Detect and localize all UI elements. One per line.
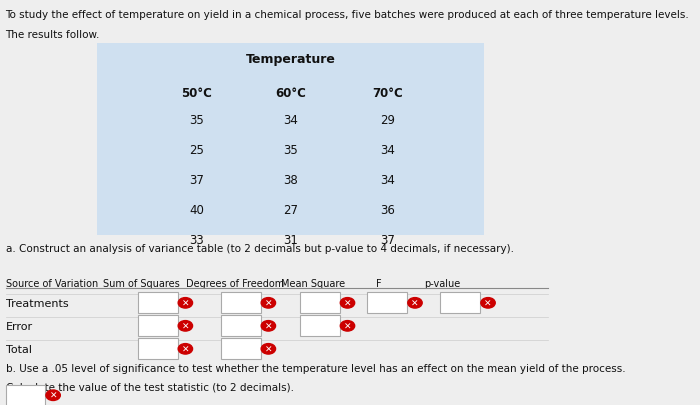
FancyBboxPatch shape bbox=[440, 293, 480, 313]
Text: 36: 36 bbox=[380, 203, 395, 216]
Text: b. Use a .05 level of significance to test whether the temperature level has an : b. Use a .05 level of significance to te… bbox=[6, 363, 625, 373]
Text: Source of Variation: Source of Variation bbox=[6, 279, 98, 288]
Text: ✕: ✕ bbox=[411, 298, 419, 307]
Circle shape bbox=[178, 344, 192, 354]
FancyBboxPatch shape bbox=[220, 339, 260, 359]
Text: Mean Square: Mean Square bbox=[281, 279, 344, 288]
Text: p-value: p-value bbox=[424, 279, 461, 288]
Text: F: F bbox=[376, 279, 382, 288]
Text: ✕: ✕ bbox=[344, 298, 351, 307]
FancyBboxPatch shape bbox=[6, 385, 46, 405]
FancyBboxPatch shape bbox=[138, 315, 178, 337]
Text: a. Construct an analysis of variance table (to 2 decimals but p-value to 4 decim: a. Construct an analysis of variance tab… bbox=[6, 243, 514, 254]
Circle shape bbox=[340, 298, 355, 308]
Text: 38: 38 bbox=[283, 173, 298, 186]
Circle shape bbox=[46, 390, 60, 401]
Circle shape bbox=[481, 298, 495, 308]
FancyBboxPatch shape bbox=[220, 315, 260, 337]
Text: To study the effect of temperature on yield in a chemical process, five batches : To study the effect of temperature on yi… bbox=[6, 10, 690, 20]
Circle shape bbox=[261, 321, 276, 331]
Circle shape bbox=[261, 344, 276, 354]
Text: ✕: ✕ bbox=[265, 322, 272, 330]
FancyBboxPatch shape bbox=[300, 293, 339, 313]
Text: Sum of Squares: Sum of Squares bbox=[103, 279, 179, 288]
Text: ✕: ✕ bbox=[50, 391, 57, 400]
Circle shape bbox=[408, 298, 422, 308]
Text: ✕: ✕ bbox=[181, 298, 189, 307]
FancyBboxPatch shape bbox=[368, 293, 407, 313]
Text: Degrees of Freedom: Degrees of Freedom bbox=[186, 279, 284, 288]
Circle shape bbox=[178, 298, 192, 308]
Text: 34: 34 bbox=[380, 173, 395, 186]
Text: Error: Error bbox=[6, 321, 33, 331]
Text: 70°C: 70°C bbox=[372, 87, 402, 100]
Text: 60°C: 60°C bbox=[275, 87, 306, 100]
Text: Total: Total bbox=[6, 344, 32, 354]
Text: 31: 31 bbox=[283, 233, 298, 246]
Text: 34: 34 bbox=[283, 114, 298, 127]
Text: The results follow.: The results follow. bbox=[6, 30, 100, 40]
Circle shape bbox=[178, 321, 192, 331]
Text: Temperature: Temperature bbox=[246, 53, 335, 66]
FancyBboxPatch shape bbox=[97, 44, 484, 235]
FancyBboxPatch shape bbox=[220, 293, 260, 313]
Text: Treatments: Treatments bbox=[6, 298, 68, 308]
FancyBboxPatch shape bbox=[138, 339, 178, 359]
Text: 37: 37 bbox=[189, 173, 204, 186]
Circle shape bbox=[340, 321, 355, 331]
FancyBboxPatch shape bbox=[300, 315, 339, 337]
FancyBboxPatch shape bbox=[138, 293, 178, 313]
Text: 35: 35 bbox=[283, 144, 298, 157]
Text: ✕: ✕ bbox=[484, 298, 492, 307]
Text: ✕: ✕ bbox=[181, 345, 189, 354]
Text: 35: 35 bbox=[189, 114, 204, 127]
Text: 27: 27 bbox=[283, 203, 298, 216]
Text: 37: 37 bbox=[380, 233, 395, 246]
Text: ✕: ✕ bbox=[181, 322, 189, 330]
Text: ✕: ✕ bbox=[265, 345, 272, 354]
Text: ✕: ✕ bbox=[344, 322, 351, 330]
Text: 33: 33 bbox=[189, 233, 204, 246]
Text: 29: 29 bbox=[380, 114, 395, 127]
Text: 25: 25 bbox=[189, 144, 204, 157]
Text: 50°C: 50°C bbox=[181, 87, 212, 100]
Text: Calculate the value of the test statistic (to 2 decimals).: Calculate the value of the test statisti… bbox=[6, 382, 293, 392]
Circle shape bbox=[261, 298, 276, 308]
Text: ✕: ✕ bbox=[265, 298, 272, 307]
Text: 40: 40 bbox=[189, 203, 204, 216]
Text: 34: 34 bbox=[380, 144, 395, 157]
